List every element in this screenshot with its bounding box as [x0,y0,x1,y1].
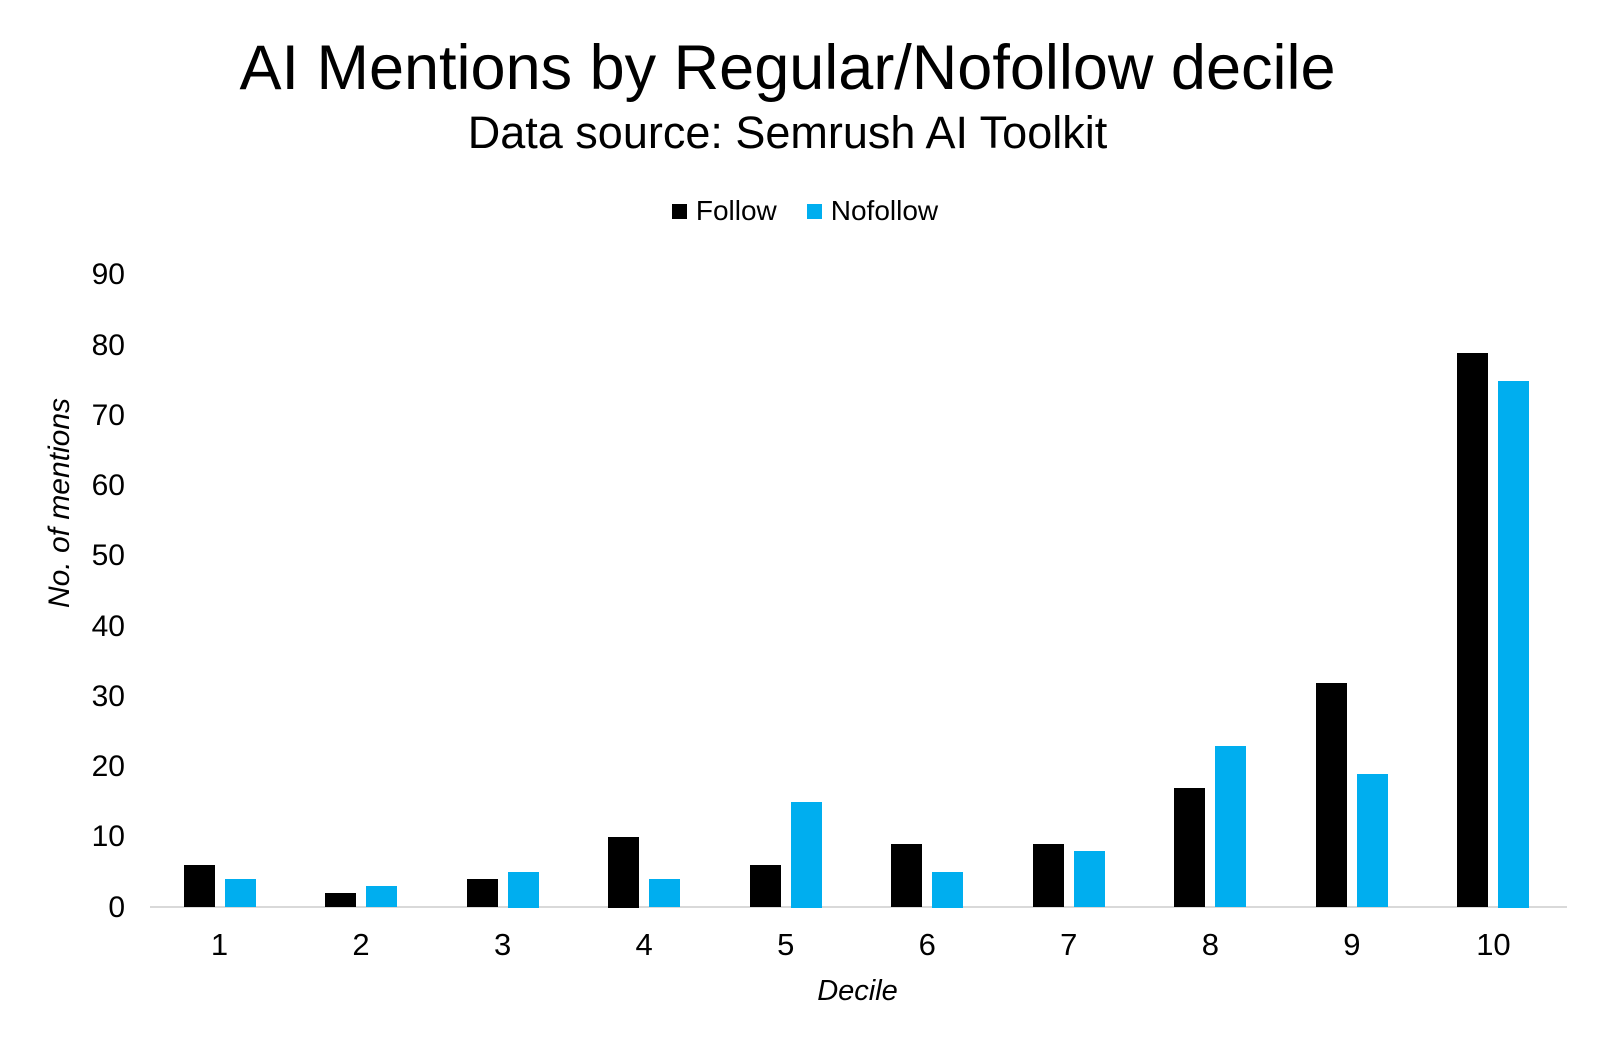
y-tick-label: 0 [108,890,125,924]
y-tick-label: 70 [91,398,125,432]
y-tick-label: 40 [91,609,125,643]
y-tick-label: 20 [91,750,125,783]
bar-nofollow-decile-6 [932,872,964,908]
x-tick-label: 2 [352,927,370,962]
y-tick-label: 80 [91,328,125,362]
x-tick-label: 3 [493,927,512,962]
bar-follow-decile-5 [749,865,781,908]
x-tick-label: 6 [918,927,936,962]
y-tick-label: 10 [91,820,125,854]
legend-swatch-nofollow [806,203,822,219]
x-axis-title: Decile [817,975,898,1007]
chart-subtitle: Data source: Semrush AI Toolkit [467,107,1108,158]
legend-label-follow: Follow [695,195,777,226]
bar-nofollow-decile-4 [649,879,681,908]
x-tick-label: 8 [1201,927,1219,962]
y-tick-label: 90 [91,258,125,292]
legend-swatch-follow [671,203,687,219]
x-tick-label: 4 [635,927,653,962]
bar-follow-decile-6 [891,844,923,908]
bar-follow-decile-4 [608,837,640,908]
bar-follow-decile-10 [1457,352,1489,908]
x-tick-label: 10 [1476,927,1511,962]
bar-nofollow-decile-10 [1498,380,1530,908]
x-tick-label: 5 [777,927,795,962]
bar-nofollow-decile-8 [1215,745,1247,908]
bar-nofollow-decile-9 [1356,774,1388,908]
legend-item-nofollow: Nofollow [806,195,939,226]
legend-item-follow: Follow [671,195,777,226]
bar-follow-decile-1 [183,865,215,908]
y-tick-label: 30 [91,679,125,713]
legend: Follow Nofollow [0,197,1600,225]
legend-label-nofollow: Nofollow [830,195,939,226]
x-axis-line [150,906,1567,908]
bar-nofollow-decile-3 [507,872,539,908]
bar-follow-decile-9 [1315,682,1347,908]
y-tick-label: 50 [91,539,125,573]
bar-follow-decile-7 [1032,844,1064,908]
x-tick-label: 1 [210,927,229,962]
x-tick-label: 9 [1343,927,1361,962]
bar-nofollow-decile-5 [790,802,822,908]
y-tick-label: 60 [91,469,125,502]
bar-follow-decile-8 [1174,788,1206,908]
chart-title: AI Mentions by Regular/Nofollow decile [239,33,1336,103]
bar-follow-decile-2 [325,893,357,908]
x-tick-label: 7 [1060,927,1078,962]
bar-nofollow-decile-1 [224,879,256,908]
bar-nofollow-decile-7 [1073,851,1105,908]
bar-follow-decile-3 [466,879,498,908]
bar-nofollow-decile-2 [366,886,398,908]
